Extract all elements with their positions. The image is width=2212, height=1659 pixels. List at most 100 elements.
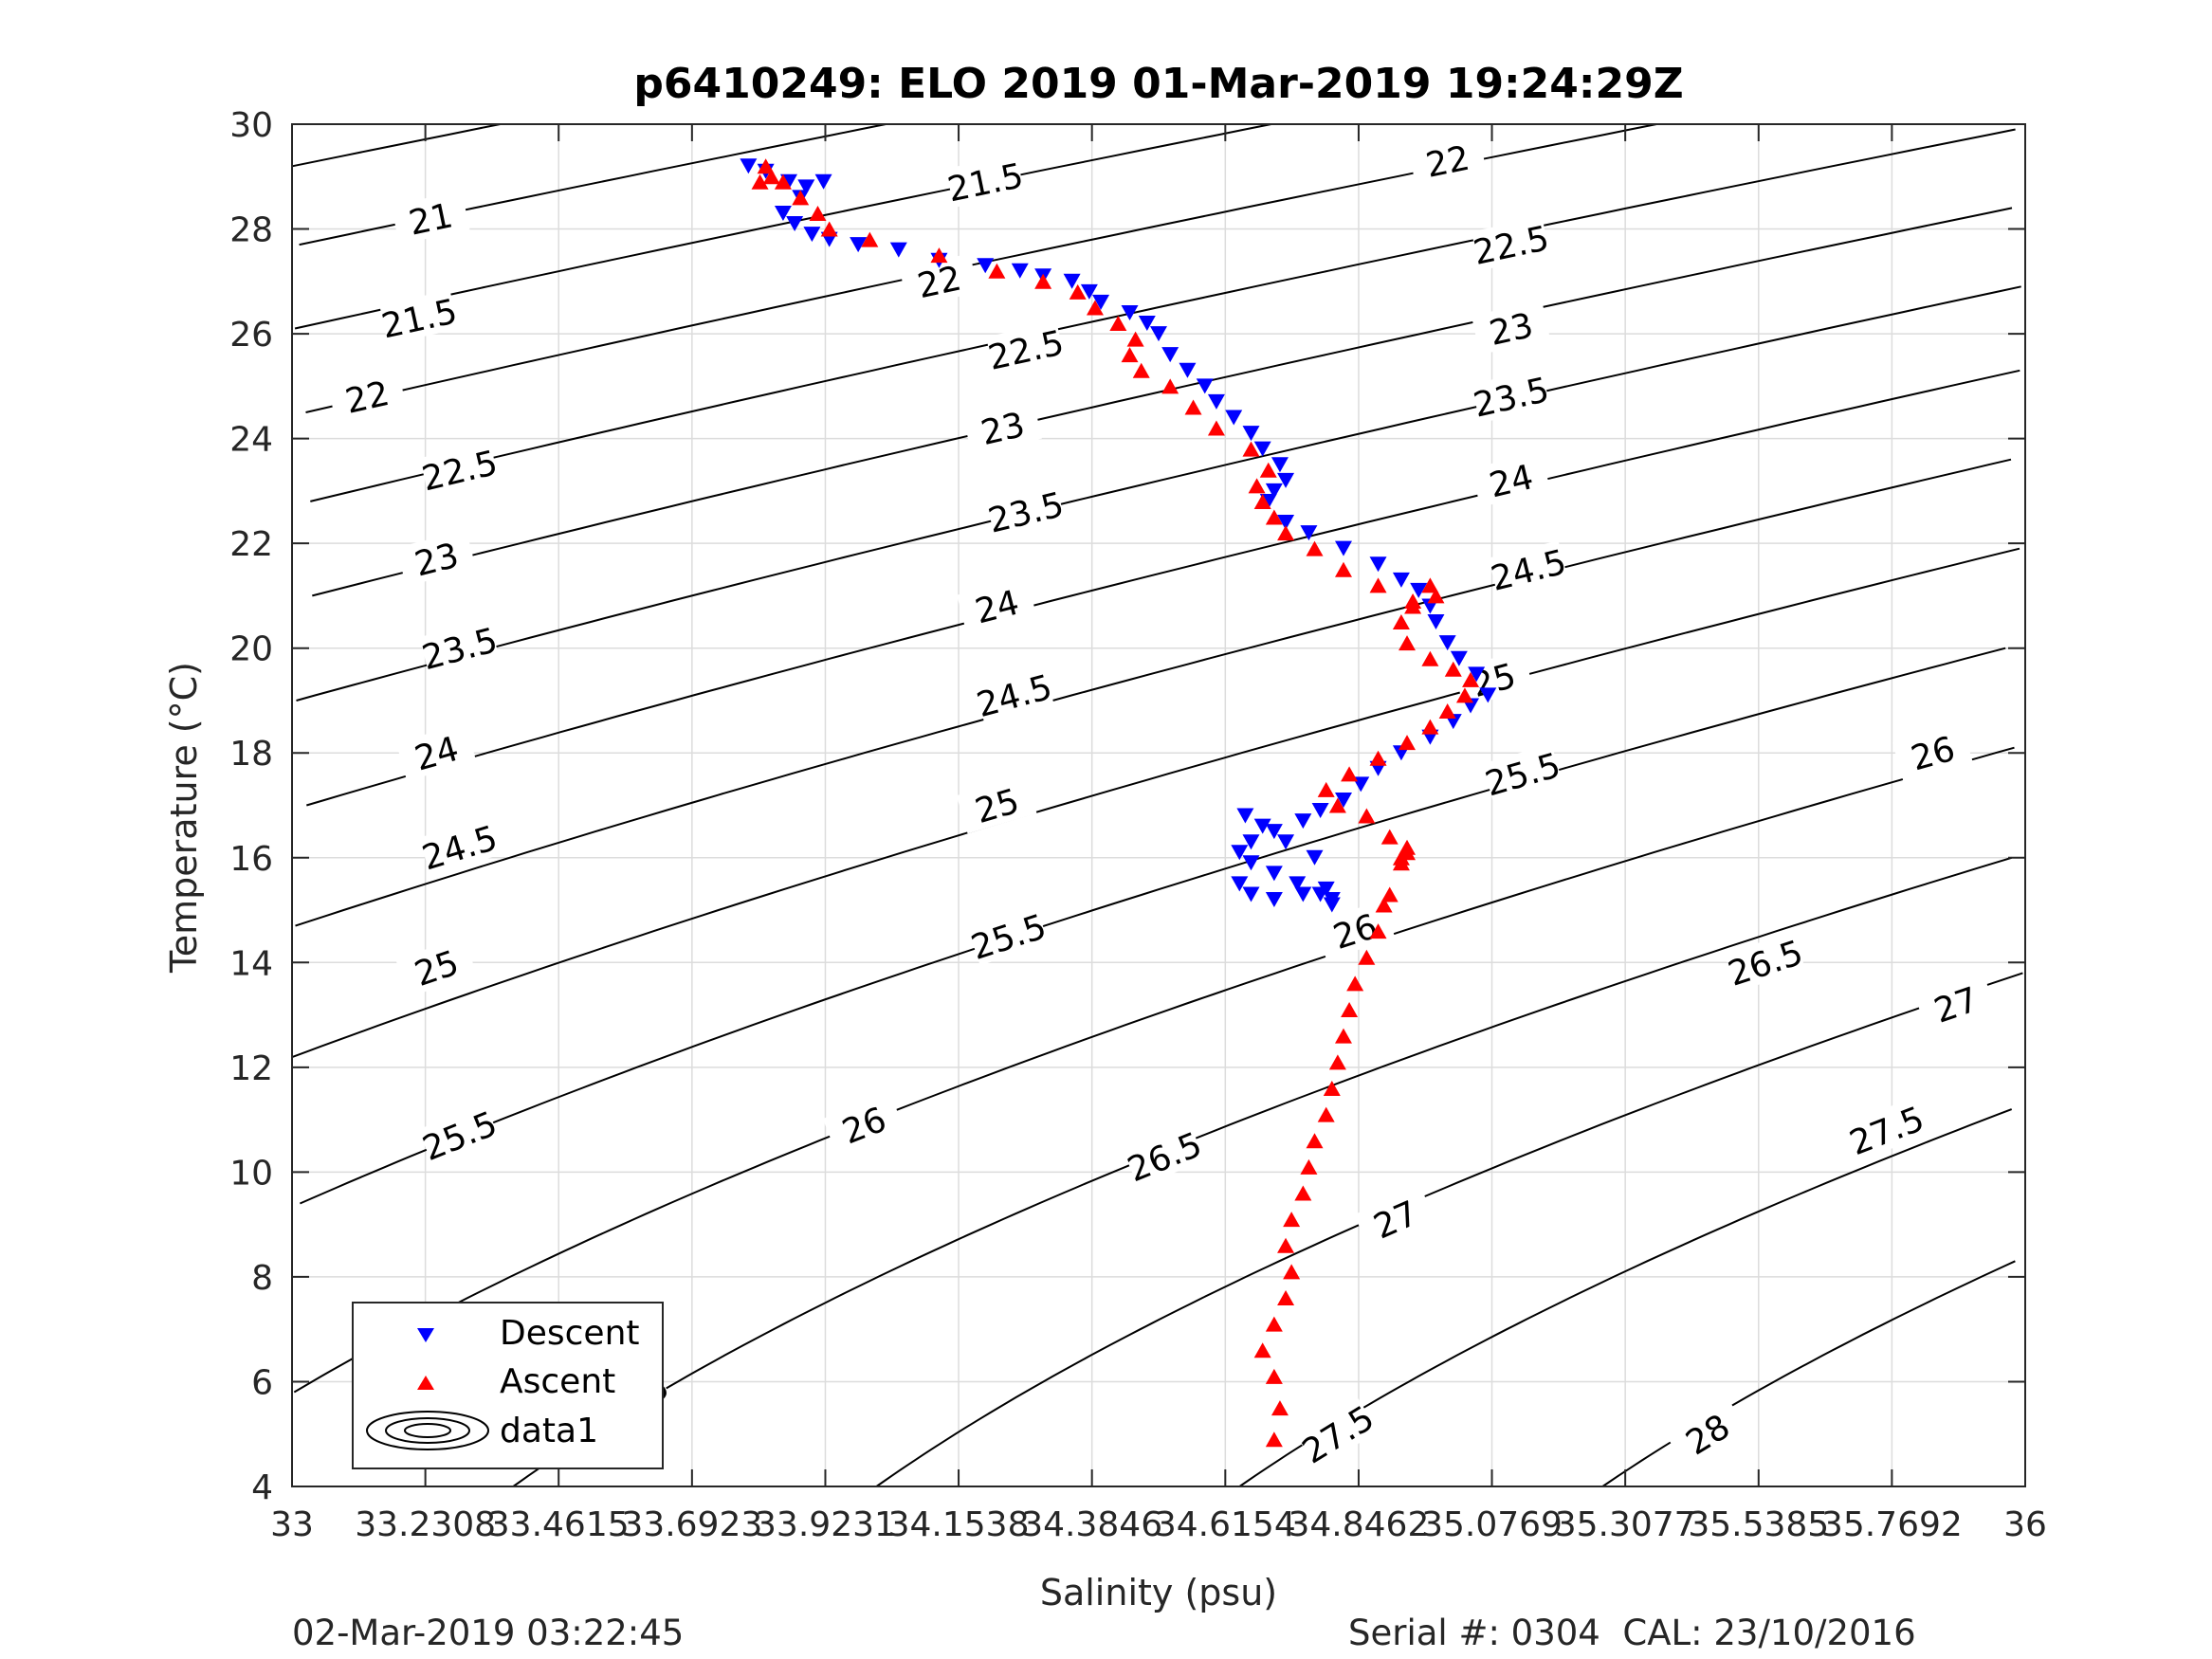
descent-point [1236,808,1254,824]
y-tick-label: 8 [251,1259,273,1298]
legend: Descent Ascent data1 [352,1302,664,1469]
x-tick-label: 34.1538 [888,1505,1030,1544]
ascent-point [1259,462,1277,478]
ascent-point [1328,797,1346,813]
ascent-point [1253,1342,1271,1358]
legend-descent-marker [417,1328,434,1342]
ascent-series [751,158,1480,1448]
ascent-point [1207,420,1225,436]
descent-point [1468,666,1486,683]
descent-point [1334,540,1352,556]
ascent-point [1126,331,1144,347]
ascent-point [1398,735,1417,751]
x-tick-label: 33 [270,1505,314,1544]
ascent-point [1265,1316,1283,1332]
descent-point [1334,792,1352,808]
y-tick-label: 26 [229,316,273,355]
ascent-point [1265,1431,1283,1448]
descent-point [1265,483,1283,499]
contour-label: 23 [1471,300,1551,356]
descent-point [1253,818,1271,834]
density-contour [293,746,2015,1394]
ascent-point [1444,661,1462,677]
descent-point [1271,457,1289,473]
descent-point [1294,886,1312,902]
contour-label: 27 [1354,1185,1436,1251]
descent-point [1265,824,1283,840]
contour-label: 24 [1471,451,1551,508]
density-contour [299,647,2006,1205]
y-tick-label: 16 [229,840,273,879]
density-contour [292,123,501,168]
ascent-point [1438,703,1456,720]
ascent-point [1184,399,1202,415]
ascent-point [1334,561,1352,577]
y-tick-label: 6 [251,1363,273,1402]
descent-point [1231,876,1249,892]
density-contour [299,123,887,246]
x-tick-label: 33.4615 [488,1505,630,1544]
descent-point [1438,635,1456,651]
y-tick-label: 18 [229,735,273,774]
x-tick-label: 33.9231 [755,1505,896,1544]
ascent-point [1121,347,1139,363]
y-tick-label: 4 [251,1468,273,1507]
ascent-point [1034,273,1052,289]
ascent-point [1317,1106,1335,1122]
y-tick-label: 22 [229,525,273,564]
ascent-point [1404,598,1422,614]
descent-point [1179,362,1197,378]
ascent-point [1265,1368,1283,1384]
ascent-point [1421,650,1439,666]
legend-ascent-label: Ascent [500,1362,615,1401]
descent-point [1300,525,1318,541]
x-tick-label: 34.8462 [1289,1505,1430,1544]
ascent-point [1294,1185,1312,1201]
descent-point [1265,866,1283,882]
descent-point [1242,834,1260,850]
ascent-point [1271,1400,1289,1416]
descent-point [1242,426,1260,442]
ascent-point [1358,808,1376,824]
descent-point [1253,441,1271,457]
descent-point [803,227,821,243]
ascent-point [1300,1158,1318,1175]
contour-label: 22 [1408,133,1487,187]
svg-text:22: 22 [1422,139,1472,186]
descent-point [1410,582,1428,598]
x-axis-label: Salinity (psu) [1040,1572,1277,1613]
descent-point [1231,845,1249,861]
ascent-point [1265,509,1283,525]
contour-label: 23.5 [1470,368,1553,426]
svg-text:23: 23 [1486,306,1536,354]
ascent-point [1392,614,1410,630]
descent-point [1311,803,1329,819]
ascent-point [1283,1212,1301,1228]
descent-point [1265,891,1283,907]
descent-point [1080,283,1098,300]
svg-text:23: 23 [978,406,1029,453]
ascent-point [1369,577,1387,593]
y-tick-label: 24 [229,421,273,460]
density-contour [512,856,2012,1487]
descent-point [1294,813,1312,830]
ascent-point [1306,540,1324,556]
ascent-point [1369,923,1387,939]
ascent-point [1161,378,1179,394]
ascent-point [988,263,1006,279]
descent-point [774,205,792,221]
ascent-point [762,169,780,185]
descent-point [1277,472,1295,488]
y-tick-label: 28 [229,211,273,250]
descent-point [1207,393,1225,410]
density-contour [312,207,2013,597]
contour-label: 26 [1314,900,1396,960]
ascent-point [1380,829,1398,845]
ascent-point [1277,1237,1295,1253]
ascent-point [1334,1028,1352,1044]
ascent-point [1421,577,1439,593]
density-contour [1601,1260,2016,1487]
ascent-point [1341,766,1359,782]
contour-label: 23 [962,399,1043,455]
